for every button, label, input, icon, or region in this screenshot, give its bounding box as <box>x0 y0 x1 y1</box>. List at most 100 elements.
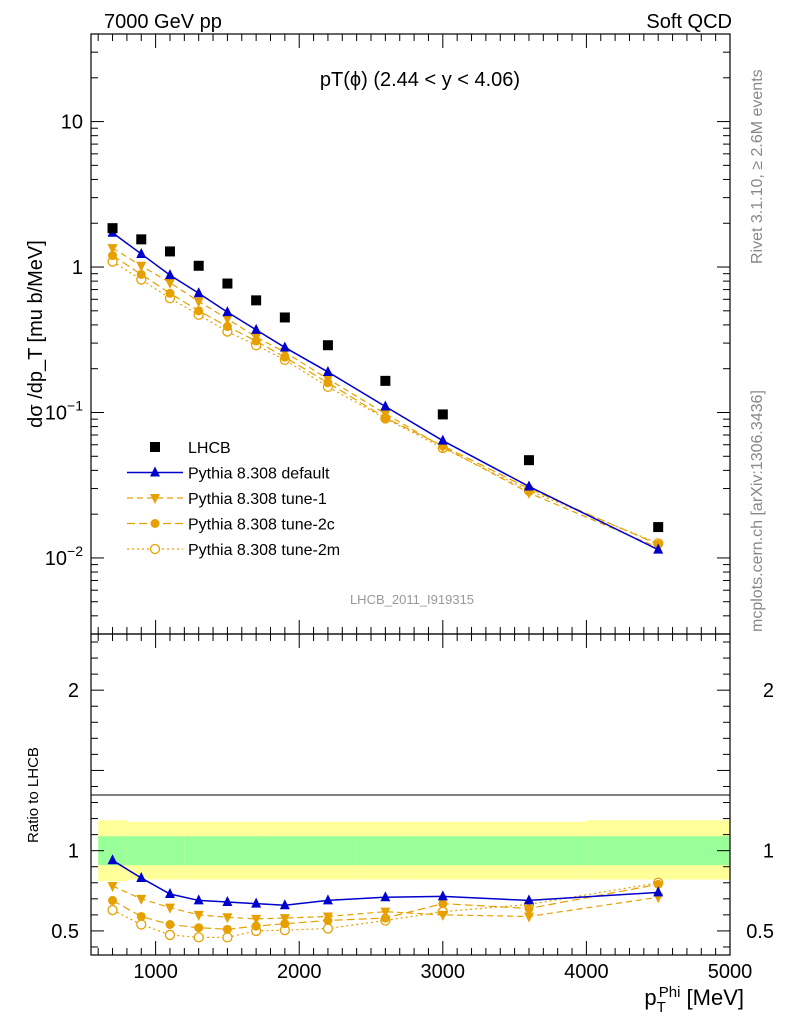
main-frame <box>90 33 731 635</box>
main-data-point-0-11 <box>653 522 664 533</box>
main-series-line-3 <box>112 232 659 551</box>
ratio-point-3-3 <box>193 894 204 905</box>
legend-marker-2 <box>150 494 160 504</box>
main-point-2-1 <box>136 261 147 272</box>
legend-label-4: Pythia 8.308 tune-2m <box>188 542 340 559</box>
main-point-2-10 <box>523 488 534 499</box>
ratio-point-3-1 <box>136 871 147 882</box>
ratio-band-inner <box>184 836 214 866</box>
ratio-point-1-11 <box>653 879 663 889</box>
main-point-1-3 <box>194 306 204 316</box>
ratio-point-3-5 <box>251 897 262 908</box>
main-series-line-1 <box>112 255 659 545</box>
ratio-point-3-7 <box>322 894 333 905</box>
ratio-point-0-3 <box>193 932 204 943</box>
ratio-band-inner <box>213 836 242 866</box>
ratio-point-0-0 <box>107 904 118 916</box>
main-data-point-0-7 <box>322 340 333 351</box>
main-data-point-0-2 <box>164 246 175 257</box>
header-left: 7000 GeV pp <box>104 11 222 33</box>
x-axis-label: pTPhi [MeV] <box>644 984 744 1016</box>
main-point-3-7 <box>322 365 333 376</box>
ratio-frame <box>90 633 731 956</box>
ratio-point-2-5 <box>251 914 262 925</box>
ratio-series-line-1 <box>112 883 659 930</box>
main-point-3-6 <box>279 341 290 352</box>
main-data-point-0-3 <box>193 260 204 271</box>
main-ytick-label: 10 <box>61 112 83 134</box>
ratio-series-line-3 <box>112 859 659 906</box>
ratio-point-3-9 <box>437 890 448 901</box>
ratio-point-3-6 <box>279 899 290 910</box>
ratio-point-1-8 <box>380 913 390 923</box>
ratio-band-inner <box>126 836 156 866</box>
xtick-label: 3000 <box>421 961 466 983</box>
ratio-band-inner <box>299 836 357 866</box>
main-ylabel: dσ /dp_T [mu b/MeV] <box>25 240 47 428</box>
ratio-point-2-8 <box>380 907 391 918</box>
main-data-point-0-6 <box>279 312 290 323</box>
x-axis-label-text: pTPhi [MeV] <box>644 984 744 1016</box>
ratio-point-2-2 <box>164 903 175 914</box>
main-data-point-0-0 <box>107 223 118 234</box>
ratio-point-2-1 <box>136 894 147 905</box>
main-point-2-4 <box>222 314 233 325</box>
xtick-label: 2000 <box>277 961 322 983</box>
xtick-label: 1000 <box>133 961 178 983</box>
ratio-point-0-7 <box>322 923 334 934</box>
main-point-3-2 <box>164 269 175 280</box>
main-point-3-4 <box>222 306 233 317</box>
main-data-point-0-8 <box>380 375 391 386</box>
ratio-point-2-9 <box>437 910 448 921</box>
main-point-3-1 <box>136 247 147 258</box>
header-right: Soft QCD <box>646 11 732 33</box>
main-ytick-label: 1 <box>72 257 83 279</box>
ratio-point-3-10 <box>523 894 534 905</box>
main-point-1-4 <box>222 322 232 332</box>
main-point-1-1 <box>136 269 146 279</box>
ratio-band-inner <box>241 836 271 866</box>
main-data-point-0-4 <box>222 278 233 289</box>
ratio-point-2-6 <box>279 914 290 925</box>
main-ytick-label: 10−1 <box>45 397 83 424</box>
ratio-point-1-2 <box>165 920 175 930</box>
ratio-point-2-3 <box>193 910 204 921</box>
main-point-2-2 <box>164 278 175 289</box>
main-data-point-0-1 <box>136 234 147 245</box>
ratio-band-inner <box>414 836 472 866</box>
legend-label-1: Pythia 8.308 default <box>188 466 330 483</box>
ratio-ylabel: Ratio to LHCB <box>25 747 42 843</box>
main-data-point-0-5 <box>251 295 262 306</box>
mcplots-label: mcplots.cern.ch [arXiv:1306.3436] <box>749 390 766 632</box>
main-data-point-0-10 <box>523 455 534 466</box>
main-point-2-7 <box>322 374 333 385</box>
ratio-point-1-5 <box>251 921 261 931</box>
rivet-label: Rivet 3.1.10, ≥ 2.6M events <box>749 69 766 264</box>
ratio-point-1-4 <box>222 924 232 934</box>
ratio-ytick-label-right: 0.5 <box>746 921 774 943</box>
main-point-3-5 <box>251 323 262 334</box>
legend-label-3: Pythia 8.308 tune-2c <box>188 517 335 534</box>
main-point-3-11 <box>653 543 664 554</box>
ratio-point-3-11 <box>653 886 664 897</box>
main-point-2-0 <box>107 244 118 255</box>
main-point-2-3 <box>193 297 204 308</box>
ratio-point-2-4 <box>222 913 233 924</box>
ratio-ytick-label: 1 <box>68 841 79 863</box>
legend-marker-1 <box>150 466 160 477</box>
legend-label-2: Pythia 8.308 tune-1 <box>188 491 327 508</box>
ratio-point-3-4 <box>222 896 233 907</box>
legend-marker-0 <box>150 442 160 452</box>
ratio-band-inner <box>270 836 300 866</box>
ratio-point-2-7 <box>322 912 333 923</box>
ratio-band-inner <box>586 836 730 866</box>
main-series-line-2 <box>112 247 659 549</box>
ratio-point-1-1 <box>136 911 146 921</box>
ratio-point-0-2 <box>164 929 176 941</box>
ratio-point-2-0 <box>107 881 118 892</box>
main-data-point-0-9 <box>437 409 448 420</box>
xtick-label: 5000 <box>708 961 753 983</box>
analysis-label: LHCB_2011_I919315 <box>350 592 474 607</box>
main-point-3-8 <box>380 400 391 411</box>
